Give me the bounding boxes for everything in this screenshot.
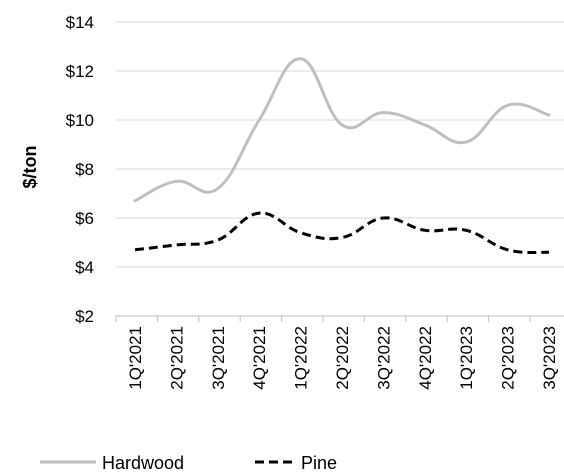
x-tick-label: 4Q'2021 [250,326,269,390]
y-tick-label: $2 [75,307,94,326]
x-tick-label: 3Q'2021 [209,326,228,390]
x-tick-label: 3Q'2023 [540,326,559,390]
x-tick-label: 3Q'2022 [374,326,393,390]
x-axis-tick-labels: 1Q'2021 2Q'2021 3Q'2021 4Q'2021 1Q'2022 2Q'20… [126,326,559,390]
y-axis-title: $/ton [20,146,40,189]
x-tick-label: 4Q'2022 [416,326,435,390]
x-axis [115,315,564,322]
x-tick-label: 2Q'2022 [333,326,352,390]
x-tick-label: 2Q'2023 [499,326,518,390]
legend-label-hardwood: Hardwood [102,453,184,473]
series-lines [133,57,551,255]
y-axis-tick-labels: $2 $4 $6 $8 $10 $12 $14 [66,13,94,326]
x-tick-label: 2Q'2021 [167,326,186,390]
y-tick-label: $10 [66,111,94,130]
x-tick-label: 1Q'2023 [457,326,476,390]
x-tick-label: 1Q'2022 [292,326,311,390]
y-tick-label: $8 [75,160,94,179]
y-tick-label: $4 [75,258,94,277]
y-tick-label: $12 [66,62,94,81]
y-tick-label: $14 [66,13,94,32]
legend: Hardwood Pine [40,453,337,473]
series-line-hardwood [133,57,551,203]
series-line-pine [134,211,550,255]
gridlines [116,21,564,317]
x-tick-label: 1Q'2021 [126,326,145,390]
legend-label-pine: Pine [301,453,337,473]
y-tick-label: $6 [75,209,94,228]
